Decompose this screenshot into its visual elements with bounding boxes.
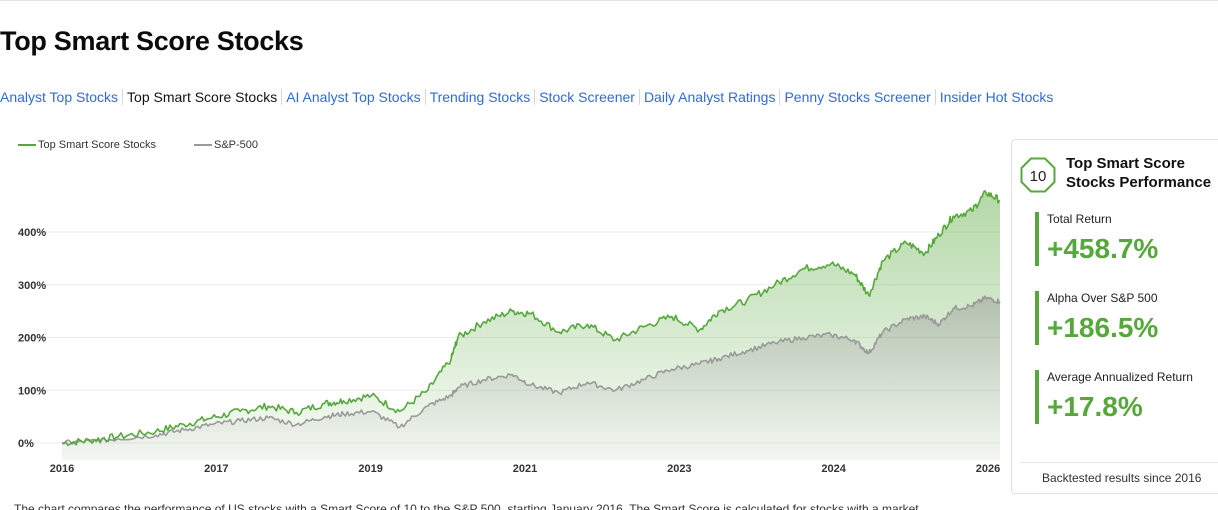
y-tick-label: 100% bbox=[18, 385, 46, 397]
nav-analyst-top-stocks[interactable]: Analyst Top Stocks bbox=[0, 89, 119, 105]
metric-alpha: Alpha Over S&P 500 +186.5% bbox=[1035, 291, 1218, 345]
nav-separator bbox=[122, 89, 124, 105]
x-tick-label: 2019 bbox=[358, 463, 382, 475]
nav-separator bbox=[534, 89, 536, 105]
nav-penny-stocks-screener[interactable]: Penny Stocks Screener bbox=[784, 89, 931, 105]
smart-score-badge-icon: 10 bbox=[1020, 157, 1056, 193]
nav-insider-hot-stocks[interactable]: Insider Hot Stocks bbox=[939, 89, 1054, 105]
legend-label-sp500: S&P-500 bbox=[214, 139, 259, 151]
performance-chart[interactable]: 0% 100% 200% 300% 400% 2016 2017 2019 2021 2023 20… bbox=[0, 130, 1005, 475]
y-tick-label: 300% bbox=[18, 280, 46, 292]
x-tick-label: 2023 bbox=[667, 463, 691, 475]
metric-total-return: Total Return +458.7% bbox=[1035, 212, 1218, 266]
legend-swatch-sp500 bbox=[194, 144, 212, 146]
metric-annualized-return: Average Annualized Return +17.8% bbox=[1035, 370, 1218, 424]
performance-card: 10 Top Smart Score Stocks Performance To… bbox=[1011, 139, 1218, 494]
legend-item-smart-score[interactable]: Top Smart Score Stocks bbox=[18, 139, 156, 151]
y-tick-label: 0% bbox=[18, 438, 34, 450]
y-tick-label: 400% bbox=[18, 227, 46, 239]
legend-item-sp500[interactable]: S&P-500 bbox=[194, 139, 258, 151]
card-divider bbox=[1020, 462, 1218, 463]
x-tick-label: 2026 bbox=[976, 463, 1000, 475]
nav-ai-analyst-top-stocks[interactable]: AI Analyst Top Stocks bbox=[286, 89, 421, 105]
metric-label: Average Annualized Return bbox=[1047, 370, 1193, 384]
nav-separator bbox=[424, 89, 426, 105]
chart-legend: Top Smart Score Stocks S&P-500 bbox=[18, 139, 296, 151]
legend-label-smart-score: Top Smart Score Stocks bbox=[38, 139, 156, 151]
y-tick-label: 200% bbox=[18, 333, 46, 345]
tick-layer: 0% 100% 200% 300% 400% 2016 2017 2019 2021 2023 20… bbox=[18, 227, 1000, 475]
stocks-subnav: Analyst Top Stocks Top Smart Score Stock… bbox=[0, 88, 1053, 106]
nav-trending-stocks[interactable]: Trending Stocks bbox=[429, 89, 531, 105]
nav-stock-screener[interactable]: Stock Screener bbox=[539, 89, 635, 105]
smart-score-badge-value: 10 bbox=[1030, 168, 1047, 185]
nav-daily-analyst-ratings[interactable]: Daily Analyst Ratings bbox=[643, 89, 776, 105]
x-tick-label: 2021 bbox=[513, 463, 537, 475]
metric-value: +186.5% bbox=[1047, 312, 1159, 343]
nav-top-smart-score-stocks[interactable]: Top Smart Score Stocks bbox=[127, 89, 278, 105]
metric-label: Alpha Over S&P 500 bbox=[1047, 291, 1158, 305]
chart-footnote: The chart compares the performance of US… bbox=[14, 502, 919, 510]
area-layer bbox=[62, 190, 1000, 460]
series-line-sp500 bbox=[61, 295, 1001, 445]
metric-value: +458.7% bbox=[1047, 233, 1159, 264]
area-sp500 bbox=[62, 296, 1000, 460]
page-title: Top Smart Score Stocks bbox=[0, 26, 304, 56]
top-divider bbox=[0, 0, 1218, 1]
nav-separator bbox=[934, 89, 936, 105]
series-line-smart-score bbox=[61, 190, 1001, 447]
metric-label: Total Return bbox=[1047, 212, 1112, 226]
nav-separator bbox=[638, 89, 640, 105]
x-tick-label: 2017 bbox=[204, 463, 228, 475]
nav-separator bbox=[779, 89, 781, 105]
x-tick-label: 2016 bbox=[50, 463, 74, 475]
line-layer bbox=[61, 190, 1001, 447]
x-tick-label: 2024 bbox=[821, 463, 846, 475]
performance-title: Top Smart Score Stocks Performance bbox=[1066, 155, 1212, 191]
performance-chart-svg: 0% 100% 200% 300% 400% 2016 2017 2019 2021 2023 20… bbox=[17, 190, 1001, 475]
nav-separator bbox=[281, 89, 283, 105]
legend-swatch-smart-score bbox=[18, 144, 36, 146]
metric-value: +17.8% bbox=[1047, 391, 1143, 422]
backtest-note: Backtested results since 2016 bbox=[1042, 471, 1202, 485]
